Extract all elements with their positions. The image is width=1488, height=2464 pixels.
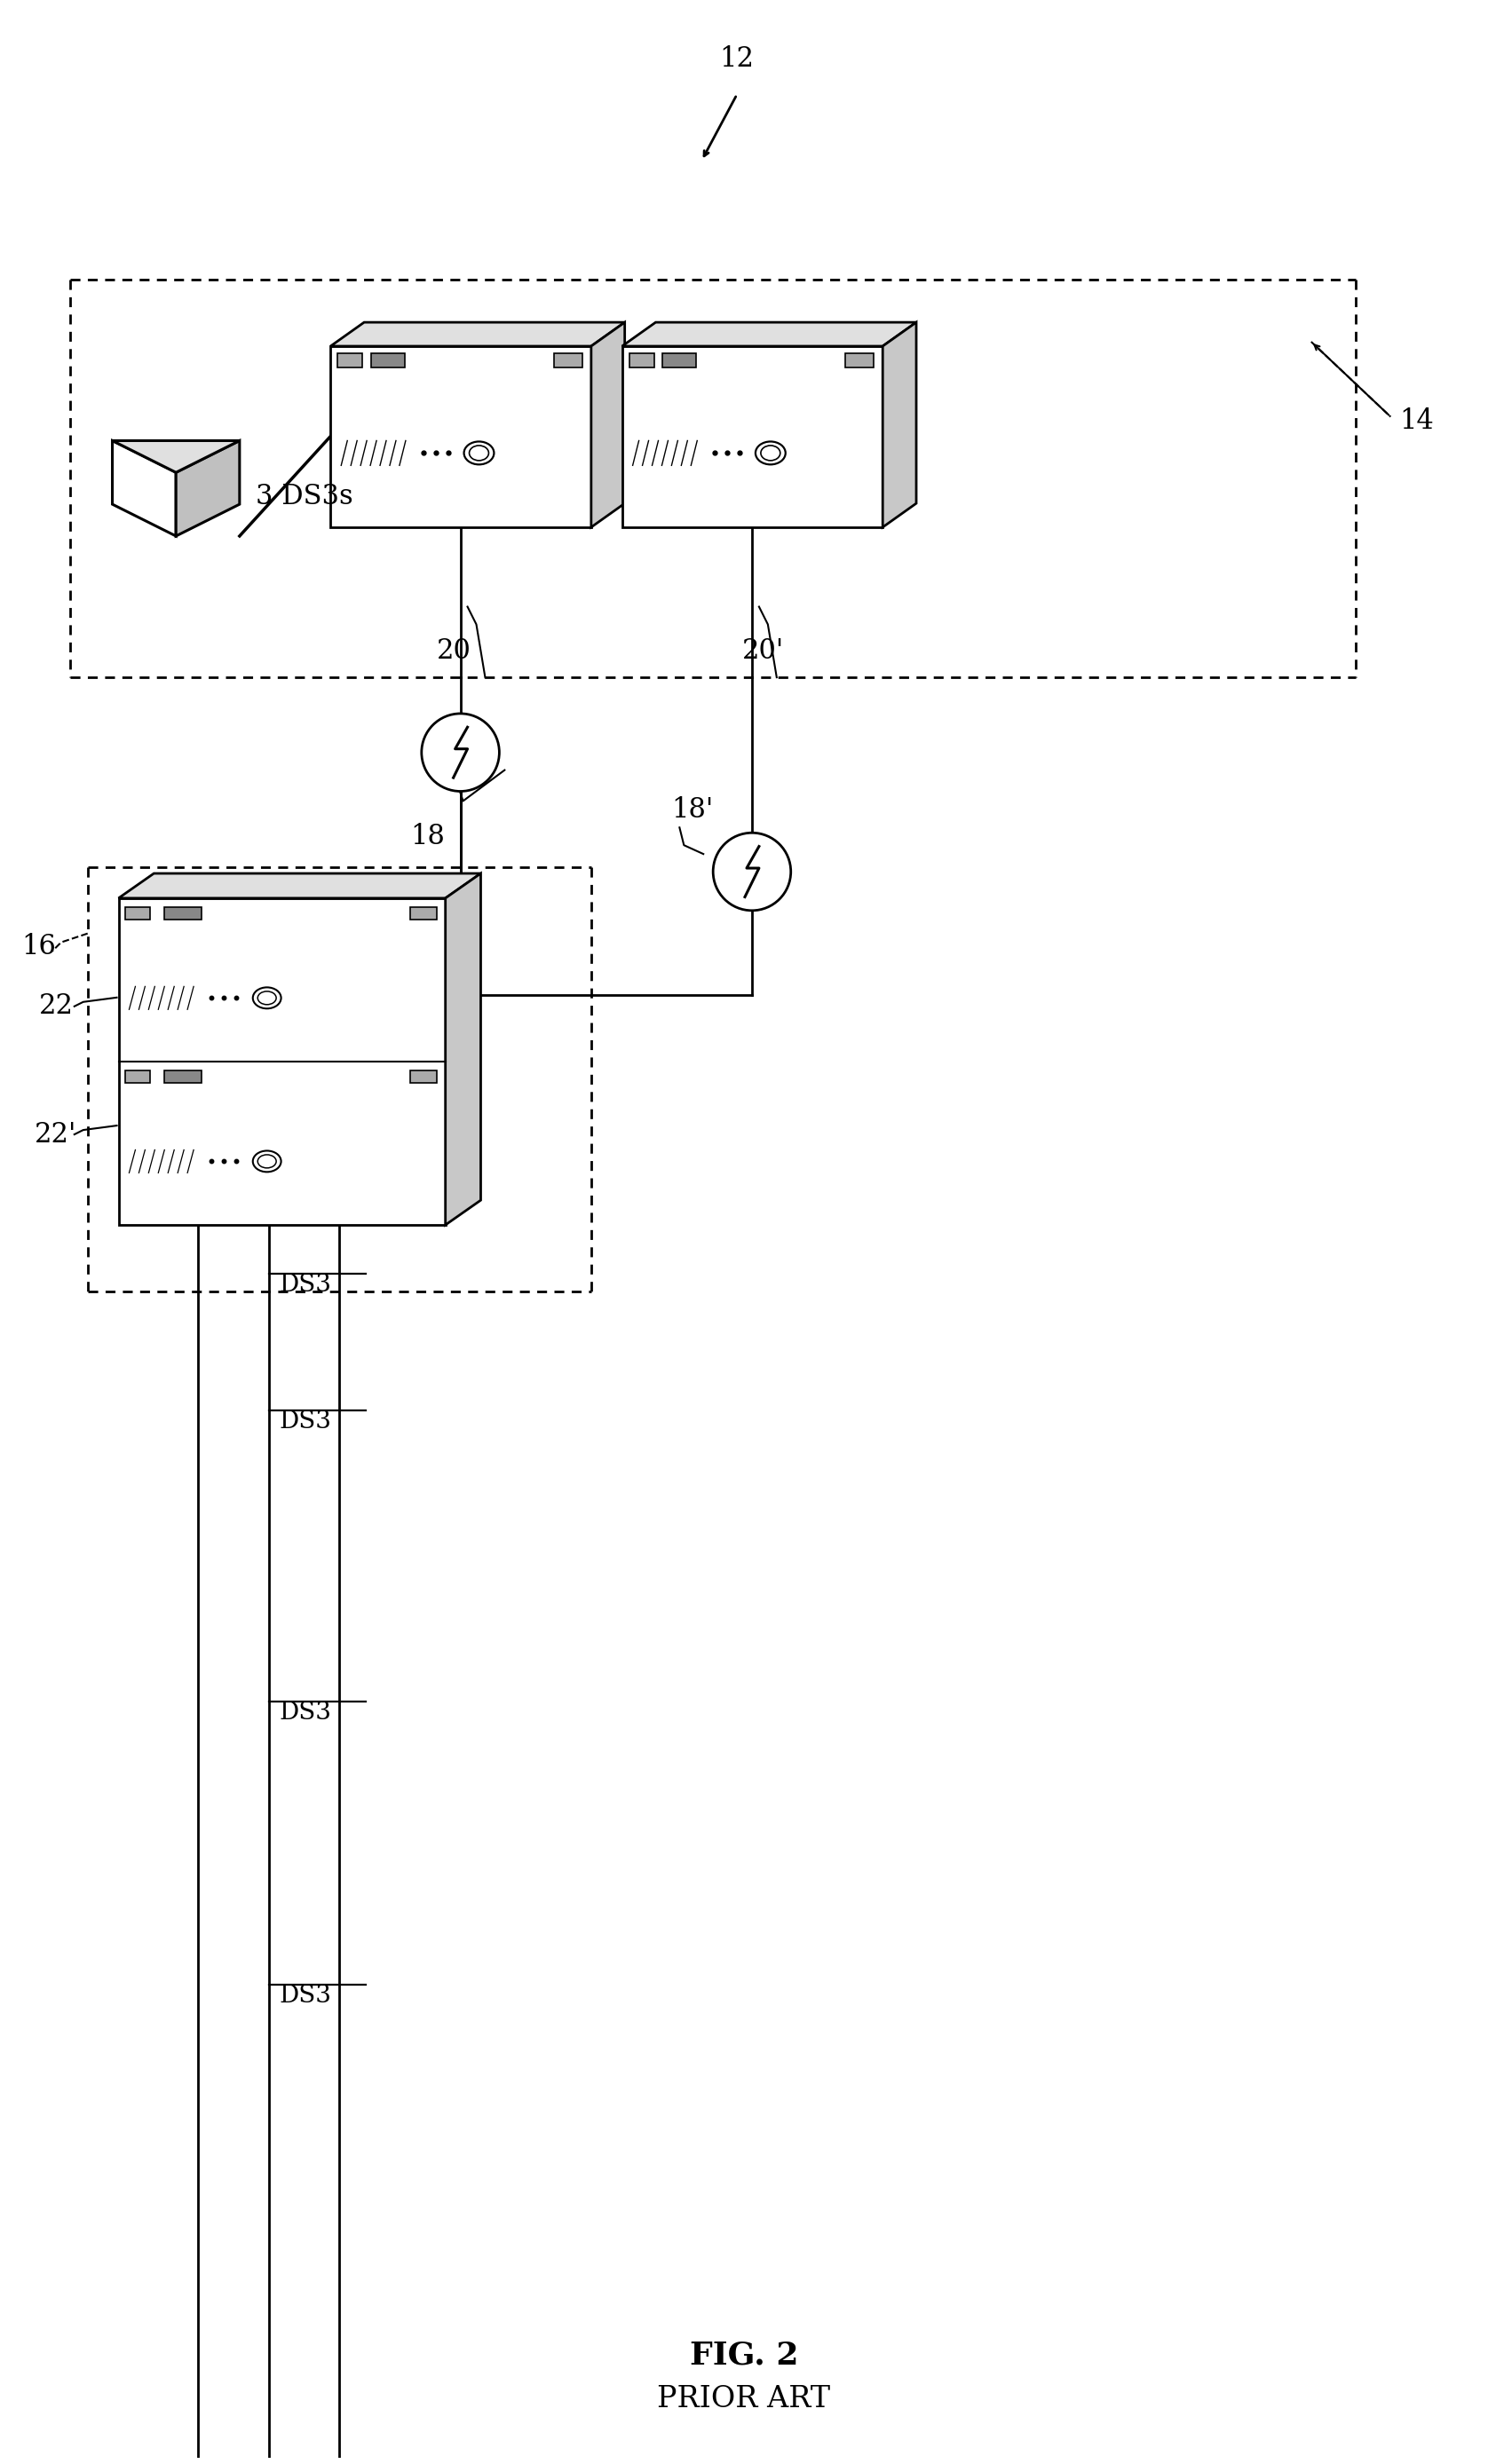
Polygon shape xyxy=(411,907,436,919)
Polygon shape xyxy=(554,352,582,367)
Polygon shape xyxy=(371,352,405,367)
Polygon shape xyxy=(165,1069,201,1082)
Polygon shape xyxy=(330,323,625,345)
Polygon shape xyxy=(445,872,481,1225)
Polygon shape xyxy=(165,907,201,919)
Polygon shape xyxy=(113,441,240,473)
Polygon shape xyxy=(882,323,917,527)
Text: 20': 20' xyxy=(743,638,784,665)
Polygon shape xyxy=(591,323,625,527)
Polygon shape xyxy=(411,1069,436,1082)
Text: 18': 18' xyxy=(671,796,714,823)
Ellipse shape xyxy=(253,988,281,1008)
Polygon shape xyxy=(338,352,363,367)
Text: 22': 22' xyxy=(34,1121,77,1148)
Text: DS3: DS3 xyxy=(280,1409,332,1434)
Circle shape xyxy=(713,833,790,912)
Polygon shape xyxy=(119,899,445,1225)
Text: FIG. 2: FIG. 2 xyxy=(689,2341,799,2370)
Text: DS3: DS3 xyxy=(280,1271,332,1296)
Text: 3 DS3s: 3 DS3s xyxy=(256,483,353,510)
Polygon shape xyxy=(125,907,150,919)
Polygon shape xyxy=(629,352,653,367)
Polygon shape xyxy=(176,441,240,537)
Polygon shape xyxy=(622,345,882,527)
Polygon shape xyxy=(662,352,696,367)
Ellipse shape xyxy=(464,441,494,466)
Text: 16: 16 xyxy=(21,934,57,961)
Ellipse shape xyxy=(253,1151,281,1173)
Polygon shape xyxy=(125,1069,150,1082)
Polygon shape xyxy=(119,872,481,899)
Text: 12: 12 xyxy=(720,44,754,71)
Text: DS3: DS3 xyxy=(280,1984,332,2008)
Text: 14: 14 xyxy=(1400,407,1434,436)
Text: PRIOR ART: PRIOR ART xyxy=(658,2385,830,2415)
Ellipse shape xyxy=(756,441,786,466)
Polygon shape xyxy=(845,352,873,367)
Polygon shape xyxy=(113,441,176,537)
Text: 18: 18 xyxy=(411,823,445,850)
Circle shape xyxy=(421,715,500,791)
Text: 20: 20 xyxy=(437,638,472,665)
Text: 22: 22 xyxy=(39,993,74,1020)
Polygon shape xyxy=(330,345,591,527)
Text: DS3: DS3 xyxy=(280,1700,332,1725)
Polygon shape xyxy=(622,323,917,345)
